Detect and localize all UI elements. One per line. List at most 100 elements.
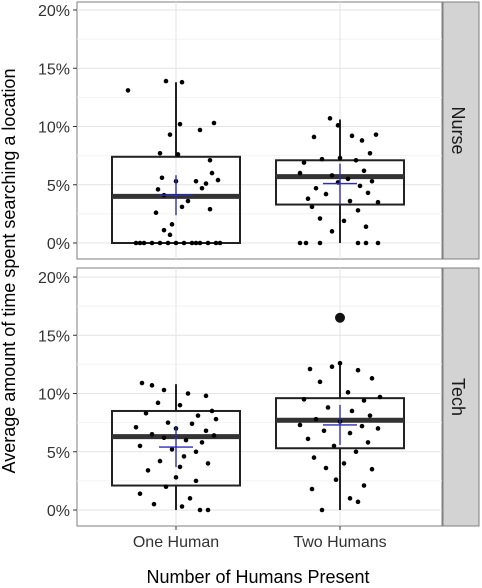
- x-tick-labels: One Human Two Humans: [133, 526, 387, 551]
- data-point: [149, 240, 155, 246]
- data-point: [205, 507, 211, 513]
- data-point: [375, 426, 381, 431]
- data-point: [197, 507, 203, 513]
- data-point: [365, 440, 371, 445]
- data-point: [337, 360, 343, 366]
- data-point: [207, 157, 213, 163]
- data-point: [195, 413, 201, 418]
- y-tick-label: 10%: [38, 120, 70, 137]
- data-point: [137, 443, 143, 449]
- data-point: [181, 240, 187, 246]
- data-point: [353, 449, 359, 455]
- data-point: [213, 416, 219, 422]
- data-point: [137, 491, 143, 496]
- data-point: [155, 400, 161, 406]
- data-point: [323, 465, 329, 471]
- data-point: [363, 224, 369, 229]
- data-point: [329, 173, 335, 178]
- data-point: [133, 424, 139, 430]
- x-tick-label: Two Humans: [293, 534, 386, 551]
- data-point: [355, 240, 361, 246]
- data-point: [197, 127, 203, 133]
- data-point: [209, 408, 215, 414]
- data-point: [329, 364, 335, 370]
- data-point: [179, 204, 185, 210]
- x-tick-label: One Human: [133, 534, 219, 551]
- data-point: [301, 397, 307, 402]
- data-point: [301, 160, 307, 165]
- data-point: [349, 408, 355, 414]
- data-point: [355, 499, 361, 505]
- data-point: [137, 240, 143, 246]
- data-point: [175, 152, 181, 157]
- data-point: [187, 496, 193, 501]
- data-point: [165, 420, 171, 425]
- data-point: [325, 405, 331, 410]
- y-axis-title: Average amount of time spent searching a…: [0, 69, 19, 474]
- data-point: [375, 240, 381, 246]
- data-point: [177, 121, 183, 127]
- data-point: [347, 430, 353, 436]
- box-one-human: [111, 380, 241, 513]
- data-point: [143, 411, 149, 416]
- data-point: [335, 123, 341, 128]
- data-point: [161, 435, 167, 441]
- data-point: [297, 240, 303, 246]
- data-point: [355, 367, 361, 373]
- data-point: [161, 387, 167, 393]
- data-point: [211, 433, 217, 438]
- data-point: [169, 447, 175, 452]
- facet-label: Tech: [448, 378, 468, 416]
- data-point: [337, 155, 343, 161]
- data-point: [311, 455, 317, 460]
- data-point: [185, 198, 191, 204]
- data-point: [331, 443, 337, 449]
- data-point: [163, 78, 169, 84]
- data-point: [333, 477, 339, 483]
- data-point: [165, 240, 171, 246]
- data-point: [323, 191, 329, 197]
- data-point: [361, 168, 367, 174]
- data-point: [159, 175, 165, 181]
- data-point: [177, 402, 183, 408]
- data-point: [157, 458, 163, 464]
- data-point: [347, 496, 353, 501]
- data-point: [203, 181, 209, 186]
- data-point: [141, 240, 147, 246]
- data-point: [361, 483, 367, 488]
- data-point: [369, 376, 375, 381]
- data-point: [359, 138, 365, 143]
- data-point: [355, 208, 361, 213]
- data-point: [155, 187, 161, 192]
- data-point: [361, 398, 367, 403]
- y-tick-label: 20%: [38, 3, 70, 20]
- data-point: [167, 132, 173, 137]
- data-point: [173, 240, 179, 246]
- data-point: [367, 150, 373, 156]
- data-point: [151, 501, 157, 507]
- y-tick-label: 15%: [38, 61, 70, 78]
- data-point: [369, 466, 375, 472]
- data-point: [353, 157, 359, 163]
- data-point: [157, 240, 163, 246]
- data-point: [157, 150, 163, 156]
- data-point: [173, 475, 179, 480]
- outlier-point: [335, 312, 345, 323]
- panel-background: [76, 267, 443, 527]
- data-point: [305, 436, 311, 442]
- data-point: [203, 393, 209, 399]
- data-point: [179, 504, 185, 509]
- data-point: [209, 170, 215, 176]
- box-one-human: [111, 78, 241, 246]
- data-point: [145, 468, 151, 473]
- data-point: [189, 421, 195, 427]
- data-point: [149, 383, 155, 388]
- data-point: [317, 379, 323, 385]
- box-two-humans: [275, 312, 405, 513]
- y-tick-label: 5%: [47, 178, 70, 195]
- data-point: [193, 240, 199, 246]
- data-point: [199, 440, 205, 445]
- data-point: [179, 79, 185, 85]
- data-point: [319, 156, 325, 162]
